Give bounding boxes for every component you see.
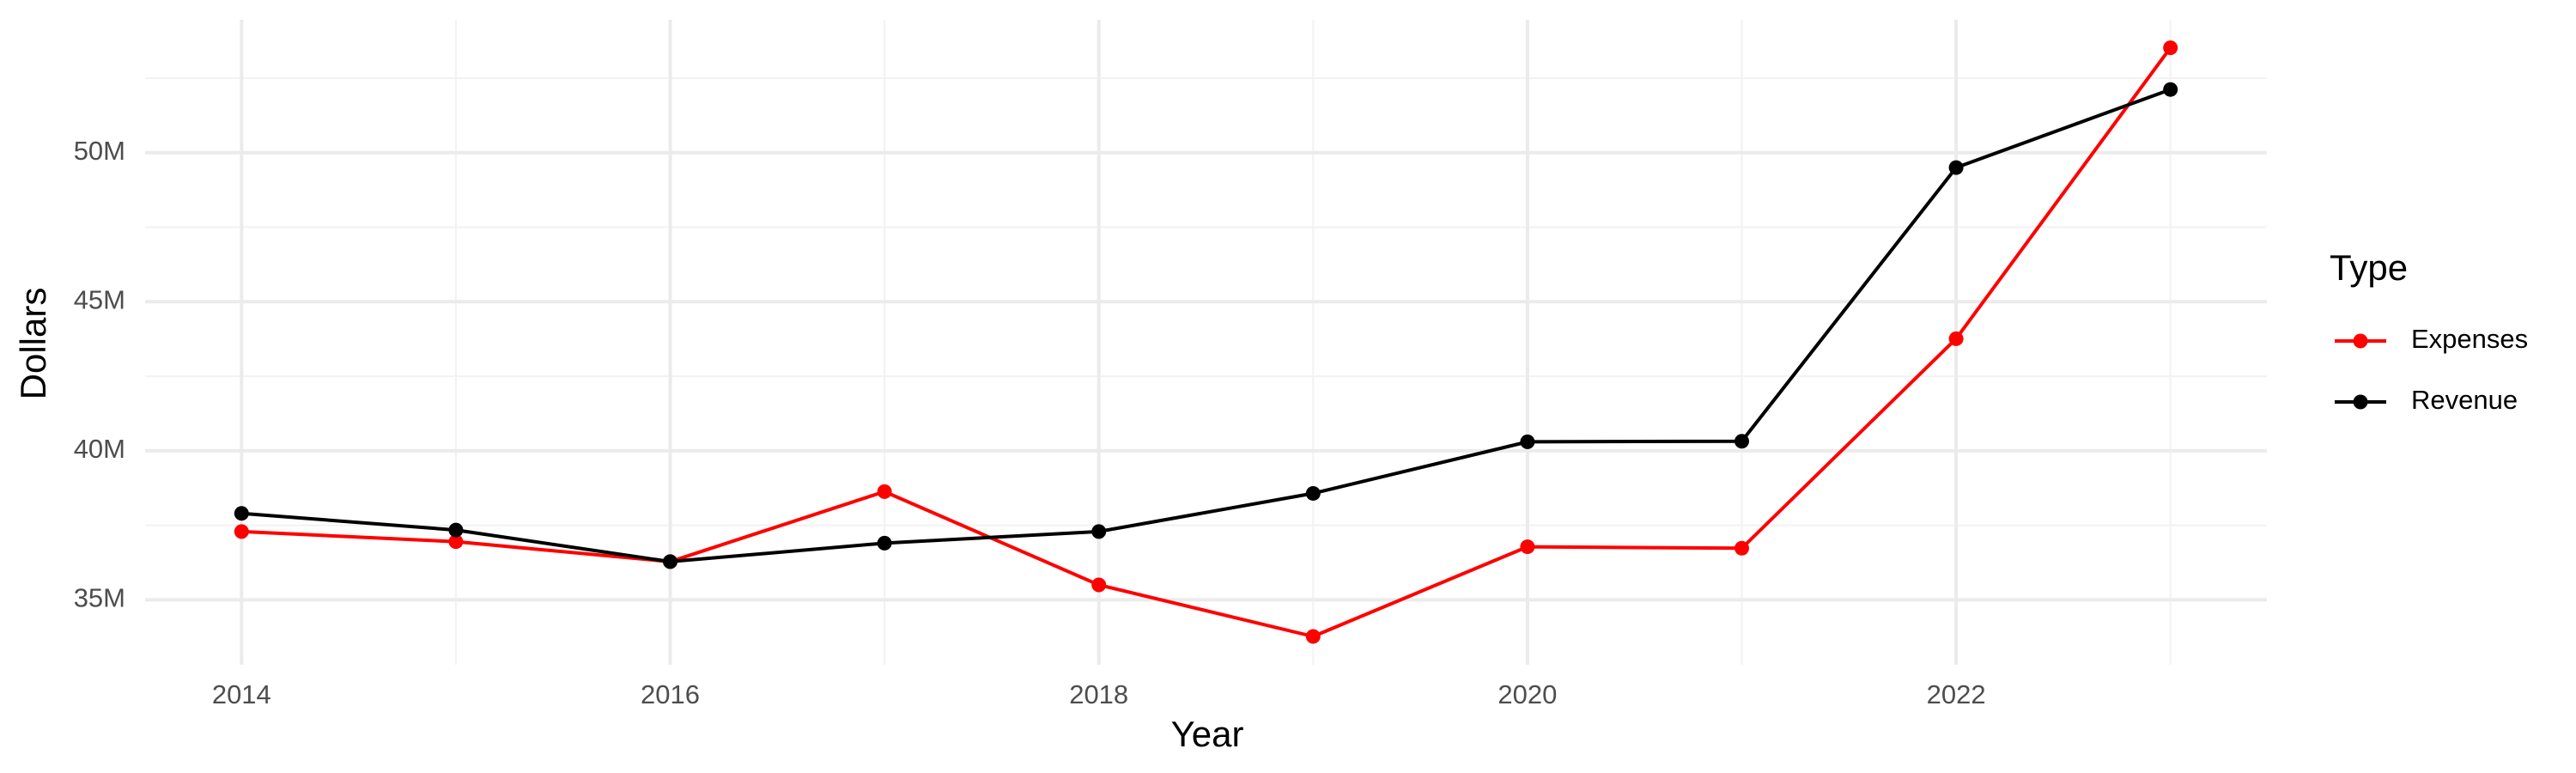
data-point bbox=[1305, 485, 1321, 501]
data-point bbox=[663, 554, 678, 569]
y-axis-title: Dollars bbox=[13, 288, 53, 400]
data-point bbox=[1520, 434, 1535, 449]
data-point bbox=[1734, 434, 1749, 449]
data-point bbox=[1948, 331, 1964, 346]
x-tick-label: 2020 bbox=[1498, 679, 1557, 709]
series-line bbox=[241, 88, 2172, 563]
x-tick-label: 2018 bbox=[1069, 679, 1128, 709]
data-point bbox=[2163, 82, 2178, 97]
data-point bbox=[234, 506, 249, 521]
data-point bbox=[1091, 524, 1107, 539]
y-tick-label: 35M bbox=[74, 583, 125, 613]
legend-label: Expenses bbox=[2411, 324, 2528, 354]
series-line bbox=[241, 46, 2172, 639]
data-point bbox=[1734, 540, 1749, 556]
data-point bbox=[877, 484, 892, 499]
legend-key-point bbox=[2353, 394, 2368, 410]
legend-label: Revenue bbox=[2411, 385, 2518, 415]
data-point bbox=[1305, 629, 1321, 644]
data-point bbox=[877, 535, 892, 551]
data-point bbox=[1948, 160, 1964, 175]
data-point bbox=[234, 524, 249, 539]
data-point bbox=[1091, 577, 1107, 593]
grid bbox=[145, 20, 2267, 665]
y-tick-label: 45M bbox=[74, 284, 125, 314]
data-point bbox=[448, 534, 464, 550]
x-axis-title: Year bbox=[1171, 714, 1244, 754]
y-tick-label: 50M bbox=[74, 136, 125, 166]
data-point bbox=[448, 522, 464, 538]
legend-title: Type bbox=[2330, 247, 2408, 288]
legend-key-point bbox=[2353, 333, 2368, 349]
x-tick-label: 2016 bbox=[641, 679, 700, 709]
x-tick-label: 2022 bbox=[1927, 679, 1986, 709]
x-tick-label: 2014 bbox=[212, 679, 271, 709]
data-point bbox=[1520, 539, 1535, 555]
data-point bbox=[2163, 40, 2178, 56]
y-tick-label: 40M bbox=[74, 434, 125, 464]
